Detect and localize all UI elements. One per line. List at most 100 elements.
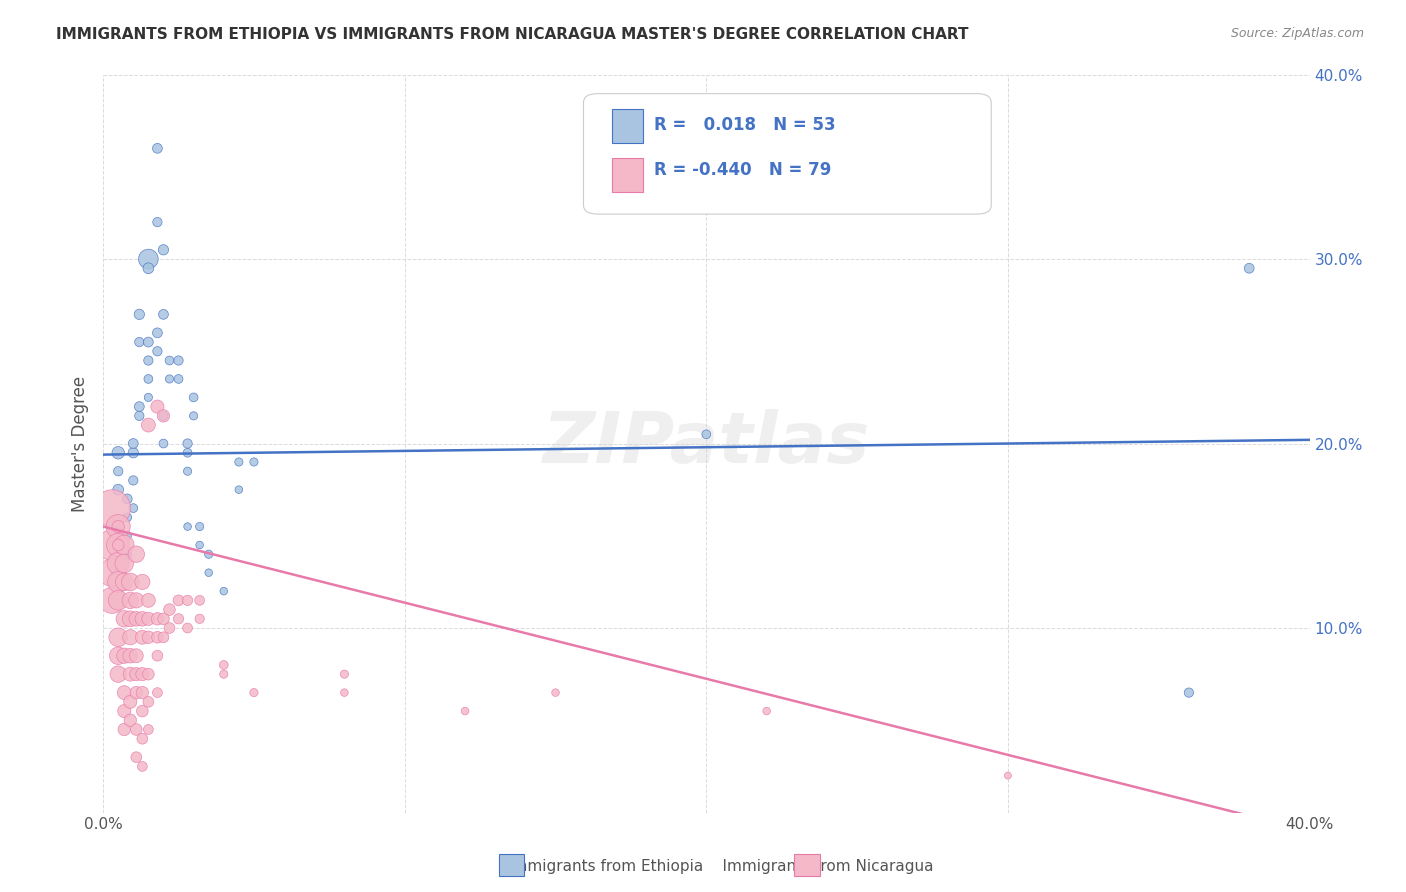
Point: [152, 436, 174, 450]
Point: [112, 648, 135, 663]
Point: [120, 612, 142, 626]
Point: [1178, 685, 1201, 699]
Point: [152, 409, 174, 423]
Point: [152, 630, 174, 644]
Point: [333, 667, 356, 681]
Point: [122, 474, 145, 488]
Text: R = -0.440   N = 79: R = -0.440 N = 79: [654, 161, 831, 178]
Point: [128, 307, 150, 321]
Point: [120, 713, 142, 727]
Point: [146, 141, 169, 155]
Point: [755, 704, 778, 718]
Point: [107, 519, 129, 533]
Point: [131, 630, 153, 644]
Point: [101, 593, 124, 607]
Point: [243, 685, 266, 699]
Point: [122, 446, 145, 460]
Point: [188, 538, 211, 552]
Text: IMMIGRANTS FROM ETHIOPIA VS IMMIGRANTS FROM NICARAGUA MASTER'S DEGREE CORRELATIO: IMMIGRANTS FROM ETHIOPIA VS IMMIGRANTS F…: [56, 27, 969, 42]
Point: [176, 593, 198, 607]
Point: [454, 704, 477, 718]
Point: [107, 593, 129, 607]
Point: [176, 446, 198, 460]
Point: [128, 409, 150, 423]
Point: [167, 593, 190, 607]
Point: [138, 372, 160, 386]
Point: [117, 510, 139, 524]
Point: [212, 667, 235, 681]
Point: [146, 630, 169, 644]
Point: [101, 538, 124, 552]
Point: [128, 334, 150, 349]
Point: [107, 446, 129, 460]
Point: [159, 621, 181, 635]
Point: [107, 630, 129, 644]
Point: [120, 593, 142, 607]
Point: [138, 593, 160, 607]
Point: [1237, 261, 1260, 276]
Point: [117, 547, 139, 561]
Point: [146, 648, 169, 663]
Point: [112, 612, 135, 626]
Point: [176, 436, 198, 450]
Point: [138, 630, 160, 644]
Point: [131, 704, 153, 718]
Point: [176, 464, 198, 478]
Point: [125, 685, 148, 699]
Point: [120, 648, 142, 663]
Point: [138, 612, 160, 626]
Point: [146, 344, 169, 359]
Point: [101, 566, 124, 580]
Point: [112, 685, 135, 699]
Y-axis label: Master's Degree: Master's Degree: [72, 376, 89, 512]
Point: [117, 491, 139, 506]
Point: [183, 391, 205, 405]
Point: [138, 391, 160, 405]
Point: [107, 648, 129, 663]
Text: Immigrants from Nicaragua: Immigrants from Nicaragua: [703, 859, 934, 874]
Point: [131, 759, 153, 773]
Point: [107, 557, 129, 571]
Point: [107, 538, 129, 552]
Point: [107, 519, 129, 533]
Point: [138, 252, 160, 266]
Text: ZIPatlas: ZIPatlas: [543, 409, 870, 478]
Point: [107, 464, 129, 478]
Point: [138, 695, 160, 709]
Point: [188, 612, 211, 626]
Point: [138, 667, 160, 681]
Point: [122, 436, 145, 450]
Point: [212, 657, 235, 672]
Point: [125, 750, 148, 764]
Point: [125, 667, 148, 681]
Point: [228, 455, 250, 469]
Point: [138, 334, 160, 349]
Point: [138, 353, 160, 368]
Point: [159, 602, 181, 616]
Point: [228, 483, 250, 497]
Point: [125, 648, 148, 663]
Point: [112, 557, 135, 571]
Point: [188, 593, 211, 607]
Point: [197, 547, 219, 561]
Point: [167, 353, 190, 368]
Point: [146, 685, 169, 699]
Point: [544, 685, 567, 699]
Point: [167, 372, 190, 386]
Point: [333, 685, 356, 699]
Point: [122, 501, 145, 516]
Point: [183, 409, 205, 423]
Point: [120, 630, 142, 644]
Point: [152, 307, 174, 321]
Point: [146, 326, 169, 340]
Point: [112, 704, 135, 718]
Point: [176, 519, 198, 533]
Text: Source: ZipAtlas.com: Source: ZipAtlas.com: [1230, 27, 1364, 40]
Point: [131, 574, 153, 589]
Point: [167, 612, 190, 626]
Point: [997, 769, 1019, 783]
Point: [131, 612, 153, 626]
Point: [131, 667, 153, 681]
Point: [131, 731, 153, 746]
Point: [120, 574, 142, 589]
